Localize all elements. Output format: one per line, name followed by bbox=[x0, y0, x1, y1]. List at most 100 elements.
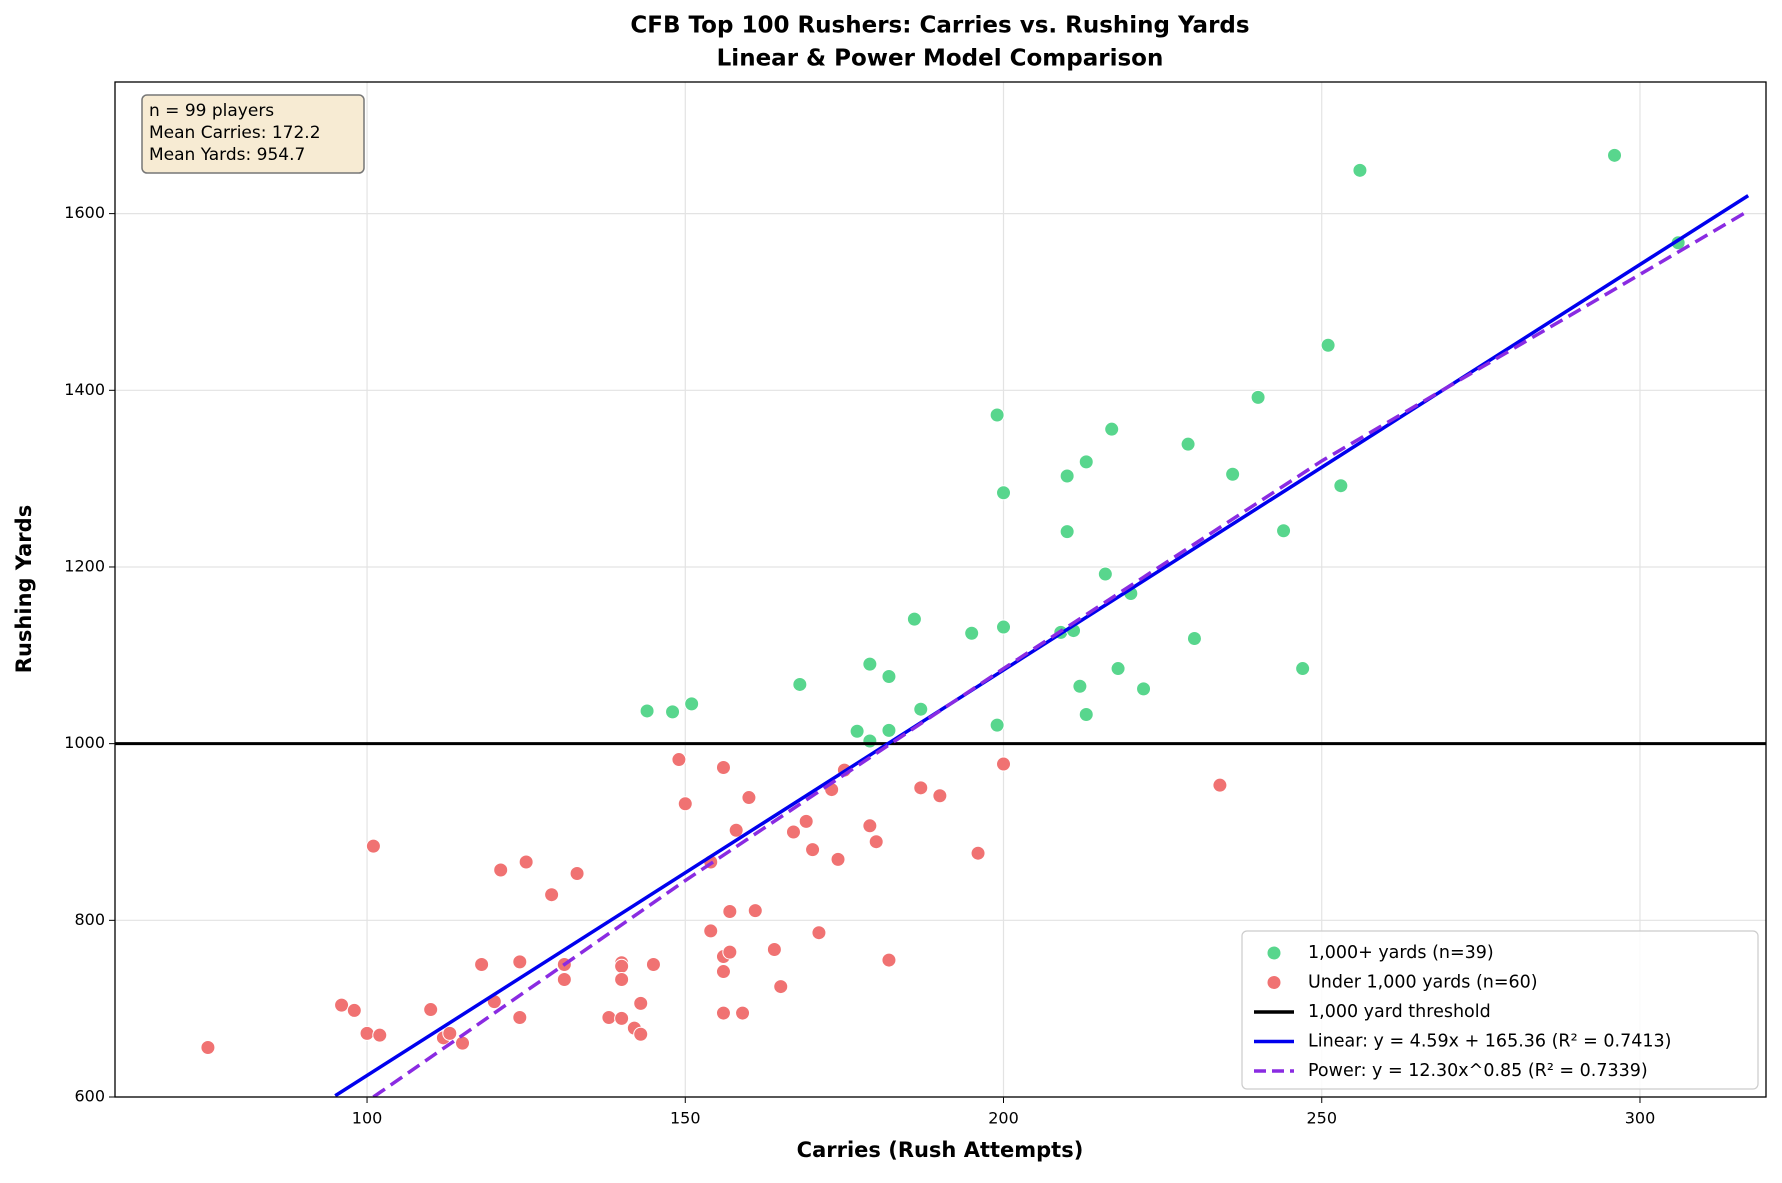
info-text: Mean Carries: 172.2 bbox=[149, 123, 321, 143]
legend-label: Power: y = 12.30x^0.85 (R² = 0.7339) bbox=[1308, 1061, 1648, 1081]
point bbox=[996, 756, 1012, 772]
point bbox=[1059, 524, 1075, 540]
point bbox=[1212, 777, 1228, 793]
y-axis-label: Rushing Yards bbox=[12, 505, 36, 673]
plot-frame bbox=[114, 81, 1767, 1098]
point bbox=[1078, 706, 1094, 722]
point bbox=[334, 997, 350, 1013]
point bbox=[722, 903, 738, 919]
x-axis-label: Carries (Rush Attempts) bbox=[797, 1138, 1084, 1162]
point bbox=[1250, 389, 1266, 405]
point bbox=[544, 887, 560, 903]
point bbox=[1352, 162, 1368, 178]
point bbox=[518, 854, 534, 870]
point bbox=[964, 625, 980, 641]
point bbox=[1225, 466, 1241, 482]
point bbox=[805, 842, 821, 858]
point bbox=[830, 851, 846, 867]
point bbox=[359, 1025, 375, 1041]
point bbox=[785, 824, 801, 840]
fit-line bbox=[372, 209, 1750, 1097]
point bbox=[906, 611, 922, 627]
info-text: n = 99 players bbox=[149, 101, 274, 121]
point bbox=[556, 972, 572, 988]
point bbox=[671, 752, 687, 768]
point bbox=[1276, 523, 1292, 539]
legend-marker bbox=[1266, 945, 1282, 961]
point bbox=[868, 834, 884, 850]
y-tick-label: 800 bbox=[74, 910, 105, 929]
point bbox=[773, 979, 789, 995]
point bbox=[722, 944, 738, 960]
plot-area bbox=[115, 147, 1766, 1097]
y-tick-label: 1000 bbox=[64, 733, 105, 752]
point bbox=[455, 1035, 471, 1051]
point bbox=[512, 1009, 528, 1025]
point bbox=[474, 956, 490, 972]
point bbox=[512, 954, 528, 970]
x-tick-label: 250 bbox=[1306, 1109, 1337, 1128]
x-tick-label: 300 bbox=[1625, 1109, 1656, 1128]
point bbox=[862, 656, 878, 672]
point bbox=[372, 1027, 388, 1043]
point bbox=[677, 796, 693, 812]
x-tick-label: 100 bbox=[352, 1109, 383, 1128]
point bbox=[1186, 631, 1202, 647]
point bbox=[639, 703, 655, 719]
point bbox=[569, 866, 585, 882]
point bbox=[614, 972, 630, 988]
point bbox=[703, 923, 719, 939]
point bbox=[728, 822, 744, 838]
point bbox=[735, 1005, 751, 1021]
point bbox=[989, 407, 1005, 423]
y-tick-label: 1400 bbox=[64, 380, 105, 399]
legend-label: 1,000+ yards (n=39) bbox=[1308, 943, 1494, 963]
y-tick-label: 1200 bbox=[64, 556, 105, 575]
legend-box bbox=[1241, 930, 1759, 1090]
point bbox=[365, 838, 381, 854]
point bbox=[200, 1040, 216, 1056]
point bbox=[633, 1026, 649, 1042]
point bbox=[665, 704, 681, 720]
point bbox=[996, 485, 1012, 501]
info-text: Mean Yards: 954.7 bbox=[149, 145, 305, 165]
point bbox=[442, 1025, 458, 1041]
y-tick-label: 600 bbox=[74, 1087, 105, 1106]
legend-label: Linear: y = 4.59x + 165.36 (R² = 0.7413) bbox=[1308, 1032, 1671, 1052]
point bbox=[1136, 681, 1152, 697]
point bbox=[970, 845, 986, 861]
point bbox=[932, 788, 948, 804]
legend-marker bbox=[1266, 975, 1282, 990]
point bbox=[1180, 436, 1196, 452]
point bbox=[798, 813, 814, 829]
point bbox=[1104, 421, 1120, 437]
point bbox=[1097, 566, 1113, 582]
point bbox=[1295, 661, 1311, 677]
point bbox=[1078, 454, 1094, 470]
point bbox=[766, 941, 782, 957]
point bbox=[881, 669, 897, 685]
point bbox=[614, 958, 630, 974]
point bbox=[1607, 147, 1623, 163]
point bbox=[913, 701, 929, 717]
legend-label: 1,000 yard threshold bbox=[1308, 1002, 1491, 1022]
point bbox=[811, 925, 827, 941]
point bbox=[989, 717, 1005, 733]
point bbox=[493, 862, 509, 878]
y-tick-label: 1600 bbox=[64, 203, 105, 222]
point bbox=[614, 1010, 630, 1026]
point bbox=[715, 1005, 731, 1021]
info-box bbox=[141, 94, 365, 174]
point bbox=[1333, 478, 1349, 494]
chart-title: CFB Top 100 Rushers: Carries vs. Rushing… bbox=[630, 13, 1249, 39]
point bbox=[747, 903, 763, 919]
point bbox=[423, 1002, 439, 1018]
point bbox=[849, 723, 865, 739]
point bbox=[715, 964, 731, 980]
x-tick-label: 150 bbox=[670, 1109, 701, 1128]
point bbox=[881, 952, 897, 968]
point bbox=[792, 676, 808, 692]
point bbox=[913, 780, 929, 796]
